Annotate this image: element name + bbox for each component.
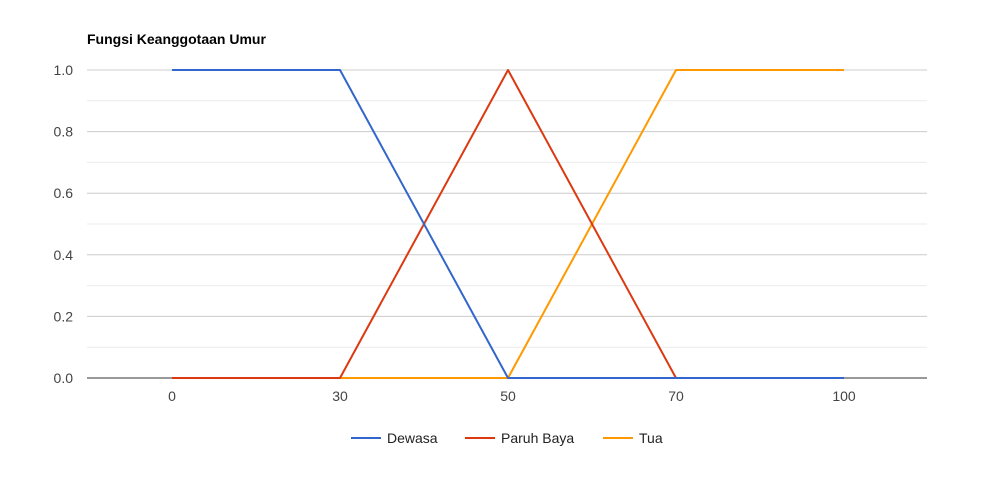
y-tick-label: 0.8 xyxy=(54,124,74,140)
series-line-dewasa xyxy=(172,69,844,379)
legend-label: Tua xyxy=(639,430,663,446)
x-tick-label: 70 xyxy=(668,388,684,404)
x-axis-ticks: 0 30 50 70 100 xyxy=(168,388,856,404)
x-tick-label: 30 xyxy=(332,388,348,404)
chart-title: Fungsi Keanggotaan Umur xyxy=(87,31,266,47)
legend[interactable]: Dewasa Paruh Baya Tua xyxy=(351,430,663,446)
y-tick-label: 0.2 xyxy=(54,308,74,324)
y-tick-label: 1.0 xyxy=(54,62,74,78)
x-tick-label: 0 xyxy=(168,388,176,404)
legend-item-dewasa[interactable]: Dewasa xyxy=(351,430,438,446)
series xyxy=(172,69,844,379)
y-tick-label: 0.4 xyxy=(54,247,74,263)
legend-label: Dewasa xyxy=(387,430,438,446)
grid xyxy=(87,69,927,348)
y-axis-ticks: 0.0 0.2 0.4 0.6 0.8 1.0 xyxy=(54,62,74,386)
legend-item-paruh-baya[interactable]: Paruh Baya xyxy=(465,430,574,446)
y-tick-label: 0.6 xyxy=(54,185,74,201)
x-tick-label: 50 xyxy=(500,388,516,404)
legend-label: Paruh Baya xyxy=(501,430,574,446)
legend-item-tua[interactable]: Tua xyxy=(603,430,663,446)
y-tick-label: 0.0 xyxy=(54,370,74,386)
x-tick-label: 100 xyxy=(832,388,856,404)
